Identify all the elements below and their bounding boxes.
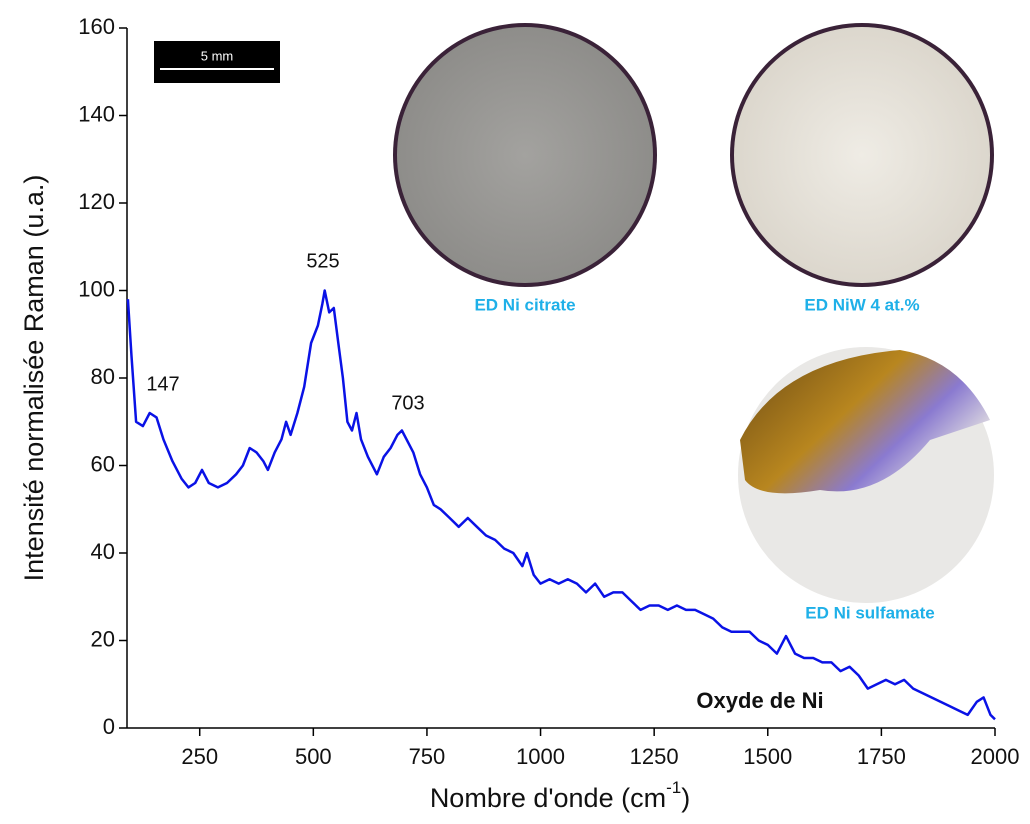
- inset-label: ED Ni citrate: [474, 295, 575, 314]
- x-label-text: Nombre d'onde (cm: [430, 783, 666, 813]
- x-label-end: ): [681, 783, 690, 813]
- y-axis-label: Intensité normalisée Raman (u.a.): [19, 175, 49, 582]
- inset-label: ED NiW 4 at.%: [804, 295, 919, 314]
- x-tick-label: 1500: [743, 744, 792, 769]
- x-tick-label: 250: [181, 744, 218, 769]
- y-tick-label: 0: [103, 714, 115, 739]
- y-tick-label: 100: [78, 276, 115, 301]
- y-tick-label: 140: [78, 101, 115, 126]
- photo-stain: [740, 350, 990, 494]
- x-tick-label: 750: [409, 744, 446, 769]
- x-axis-label: Nombre d'onde (cm-1): [430, 778, 690, 813]
- scale-label: 5 mm: [201, 48, 234, 63]
- x-tick-label: 500: [295, 744, 332, 769]
- y-tick-label: 80: [91, 364, 115, 389]
- x-tick-label: 1750: [857, 744, 906, 769]
- inset-label: ED Ni sulfamate: [805, 603, 934, 622]
- peak-label: 703: [391, 392, 424, 414]
- photo: [397, 27, 653, 283]
- y-tick-label: 120: [78, 189, 115, 214]
- inset-photos: [154, 23, 994, 603]
- x-label-sup: -1: [666, 778, 681, 797]
- y-tick-label: 40: [91, 539, 115, 564]
- spectrum-line: [126, 289, 996, 721]
- x-tick-label: 1000: [516, 744, 565, 769]
- y-tick-label: 20: [91, 626, 115, 651]
- x-tick-label: 2000: [971, 744, 1020, 769]
- y-tick-label: 60: [91, 451, 115, 476]
- x-tick-label: 1250: [630, 744, 679, 769]
- scale-box: [154, 41, 280, 83]
- photo: [734, 27, 990, 283]
- peak-label: 525: [306, 250, 339, 272]
- note: Oxyde de Ni: [696, 688, 823, 713]
- y-tick-label: 160: [78, 14, 115, 39]
- peak-label: 147: [146, 373, 179, 395]
